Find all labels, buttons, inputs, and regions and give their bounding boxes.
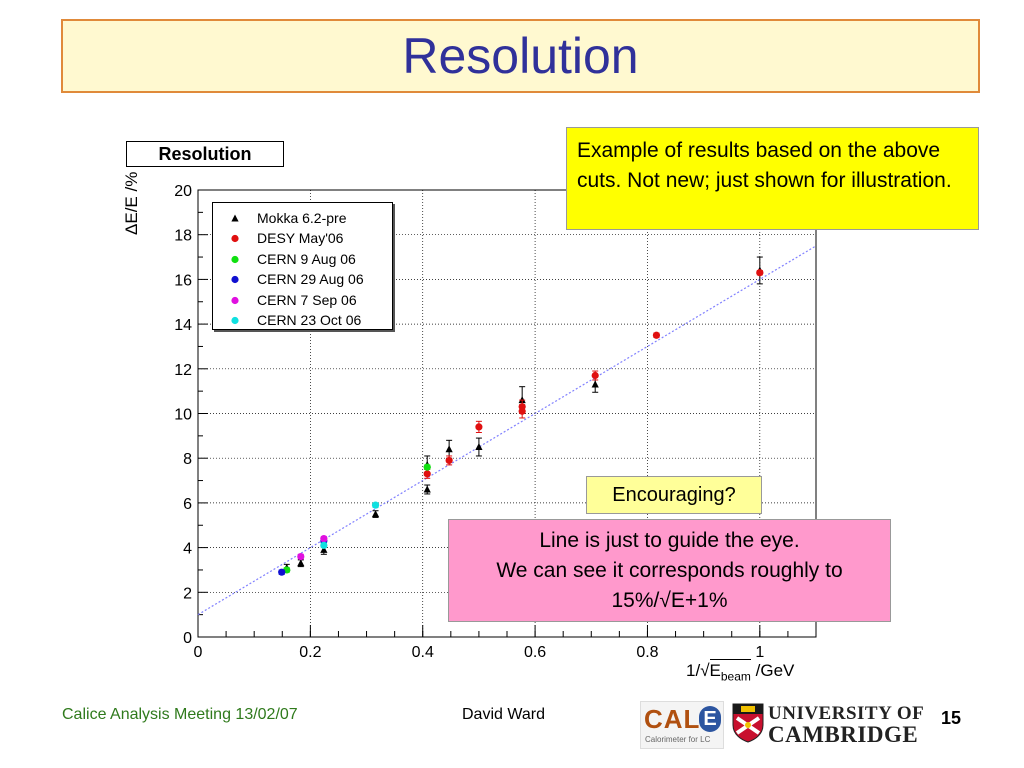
x-tick-label: 0.2 — [299, 644, 321, 661]
slide-title: Resolution — [402, 28, 639, 84]
legend-item: DESY May'06 — [213, 228, 343, 249]
data-point — [278, 568, 286, 576]
legend-marker — [213, 233, 257, 243]
data-point — [371, 501, 380, 509]
data-point — [445, 456, 453, 465]
data-point — [371, 510, 380, 518]
x-axis-label-prefix: 1/ — [686, 661, 701, 680]
data-point — [591, 380, 599, 388]
data-point — [475, 443, 483, 451]
legend-marker — [213, 274, 257, 284]
x-tick-label: 0.4 — [412, 644, 434, 661]
y-tick-label: 10 — [174, 407, 192, 424]
legend-marker-shape — [231, 234, 239, 243]
data-point — [320, 545, 328, 553]
data-point — [423, 470, 431, 478]
legend-item: Mokka 6.2-pre — [213, 207, 346, 228]
legend-item: CERN 9 Aug 06 — [213, 248, 356, 269]
legend-item: CERN 29 Aug 06 — [213, 269, 364, 290]
note-encouraging: Encouraging? — [586, 476, 762, 514]
legend-marker — [213, 315, 257, 325]
note-guide-line-3: 15%/√E+1% — [611, 589, 728, 612]
data-point — [423, 485, 431, 493]
y-tick-label: 4 — [183, 541, 192, 558]
y-tick-label: 18 — [174, 228, 192, 245]
legend-label: Mokka 6.2-pre — [257, 209, 347, 226]
data-points — [278, 256, 764, 576]
legend-label: CERN 9 Aug 06 — [257, 250, 356, 267]
calice-logo-subtitle: Calorimeter for LC — [645, 735, 711, 744]
legend-item: CERN 7 Sep 06 — [213, 289, 357, 310]
legend-label: CERN 29 Aug 06 — [257, 271, 364, 287]
calice-logo-e: E — [699, 706, 721, 732]
x-tick-label: 1 — [755, 644, 764, 661]
note-results: Example of results based on the above cu… — [566, 127, 979, 230]
legend-marker — [213, 213, 257, 223]
data-point — [297, 552, 305, 561]
note-guide-line-1: Line is just to guide the eye. — [539, 529, 800, 552]
x-tick-label: 0 — [194, 644, 203, 661]
data-point — [756, 269, 764, 277]
legend-marker-glyph — [231, 275, 239, 284]
legend-marker — [213, 254, 257, 264]
cambridge-crest-icon — [732, 703, 764, 743]
data-point — [297, 559, 305, 567]
chart-legend: Mokka 6.2-pre DESY May'06 CERN 9 Aug 06 CER… — [212, 202, 393, 330]
x-axis-label-sub: beam — [720, 669, 751, 684]
legend-marker-glyph — [231, 214, 239, 221]
legend-marker-shape — [231, 316, 239, 325]
note-guide-line: Line is just to guide the eye. We can se… — [448, 519, 891, 622]
data-point — [320, 535, 328, 543]
legend-label: CERN 23 Oct 06 — [257, 312, 362, 328]
y-tick-label: 16 — [174, 272, 192, 289]
sqrt-symbol: √ — [700, 661, 710, 680]
x-axis-label-suffix: /GeV — [750, 661, 795, 680]
x-axis-label-e: Ebeam — [709, 659, 751, 684]
calice-logo: CALI E Calorimeter for LC — [640, 701, 724, 749]
note-guide-line-2: We can see it corresponds roughly to — [496, 559, 843, 582]
data-point — [445, 445, 453, 453]
university-logo: UNIVERSITY OF CAMBRIDGE — [768, 703, 925, 747]
axis-ticks: 0 2 4 6 8 10 12 14 16 18 20 0 0.2 0.4 0.6 0.8 1 — [174, 183, 789, 661]
data-point — [518, 403, 526, 411]
legend-marker-glyph — [231, 296, 239, 304]
footer-meeting: Calice Analysis Meeting 13/02/07 — [62, 706, 298, 723]
x-axis-label-e-text: E — [709, 661, 721, 680]
y-tick-label: 14 — [174, 317, 192, 334]
data-point — [591, 371, 599, 380]
page-number: 15 — [941, 708, 962, 728]
legend-label: CERN 7 Sep 06 — [257, 291, 357, 308]
y-tick-label: 2 — [183, 585, 192, 602]
data-point — [320, 541, 328, 549]
legend-marker-shape — [231, 214, 239, 221]
y-axis-label: ΔE/E /% — [122, 171, 141, 235]
legend-marker-glyph — [231, 316, 239, 325]
legend-marker-glyph — [231, 234, 239, 243]
x-tick-label: 0.8 — [636, 644, 658, 661]
legend-item: CERN 23 Oct 06 — [213, 310, 361, 331]
legend-marker-shape — [231, 275, 239, 284]
slide-title-box: Resolution — [61, 19, 980, 93]
y-tick-label: 20 — [174, 183, 192, 200]
y-tick-label: 0 — [183, 630, 192, 647]
data-point — [652, 331, 661, 339]
legend-marker-glyph — [231, 255, 239, 263]
plot-title: Resolution — [126, 141, 284, 167]
y-tick-label: 6 — [183, 496, 192, 513]
x-tick-label: 0.6 — [524, 644, 546, 661]
data-point — [475, 423, 483, 431]
university-line1: UNIVERSITY OF — [768, 703, 925, 724]
university-line2: CAMBRIDGE — [768, 722, 919, 747]
x-axis-label: 1/√Ebeam /GeV — [686, 659, 795, 684]
data-point — [423, 463, 431, 471]
legend-marker — [213, 295, 257, 305]
calice-logo-wordmark: CALI — [644, 704, 709, 734]
y-tick-label: 12 — [174, 362, 192, 379]
legend-label: DESY May'06 — [257, 230, 344, 246]
legend-marker-shape — [231, 296, 239, 304]
legend-marker-shape — [231, 255, 239, 263]
y-tick-label: 8 — [183, 451, 192, 468]
footer-author: David Ward — [462, 706, 545, 723]
